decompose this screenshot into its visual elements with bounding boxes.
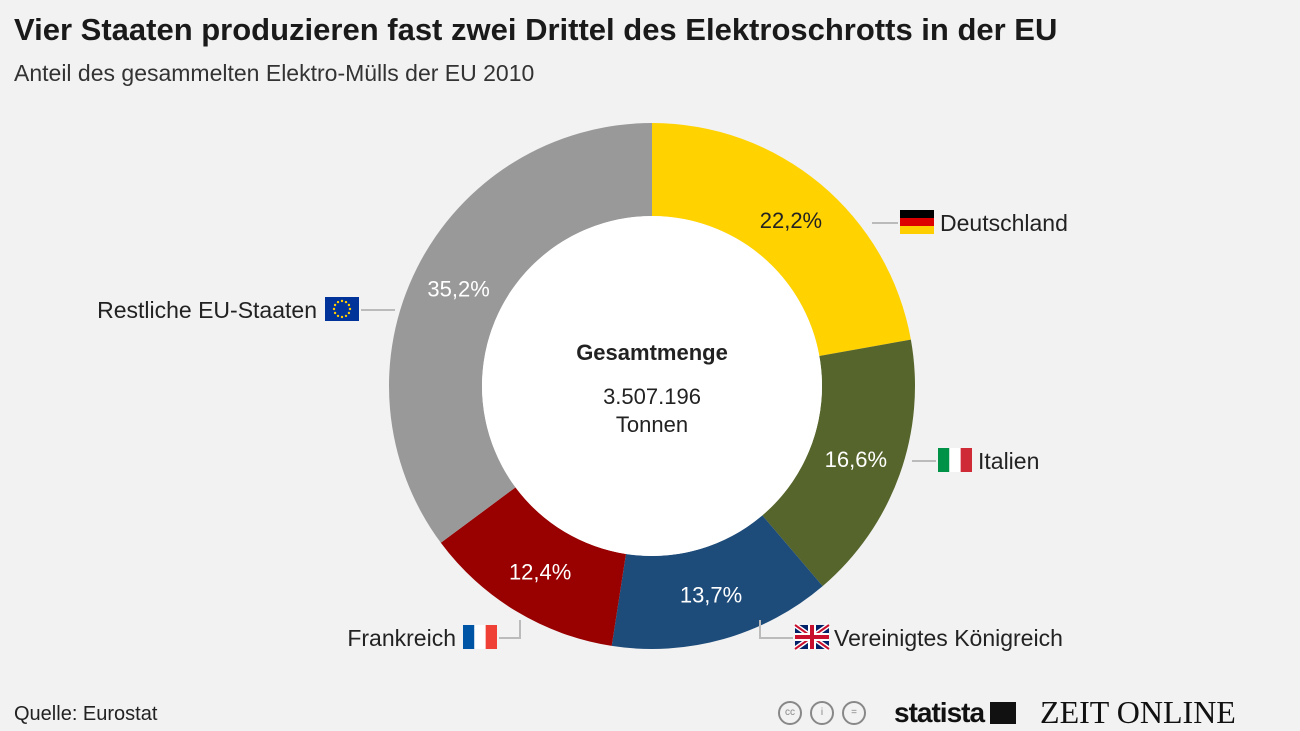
slice-category-label: Deutschland <box>940 210 1068 236</box>
leader-line <box>759 620 793 639</box>
flag-it-icon <box>938 448 972 472</box>
chart-title: Vier Staaten produzieren fast zwei Dritt… <box>14 12 1058 47</box>
slice-de <box>652 123 911 357</box>
slice-it <box>762 339 915 587</box>
slice-value-label: 35,2% <box>427 277 489 302</box>
flag-eu-icon <box>325 297 359 321</box>
statista-logo: statista <box>894 696 985 728</box>
donut-hole <box>482 216 822 556</box>
logos: cc i = statista ZEIT ONLINE <box>778 694 1236 731</box>
cc-by-icon: i <box>810 700 834 725</box>
slice-fr <box>440 487 626 646</box>
center-value: 3.507.196 <box>603 384 701 409</box>
flag-uk-icon <box>793 622 831 652</box>
slice-uk <box>611 515 823 650</box>
slice-category-label: Frankreich <box>347 625 456 651</box>
center-unit: Tonnen <box>616 412 688 437</box>
slice-value-label: 22,2% <box>760 208 822 233</box>
cc-nd-icon: = <box>842 700 866 725</box>
slice-value-label: 12,4% <box>509 559 571 584</box>
cc-icon: cc <box>778 700 802 725</box>
slice-category-label: Italien <box>978 448 1039 474</box>
zeit-online-logo: ZEIT ONLINE <box>1040 694 1236 730</box>
flag-fr-icon <box>463 625 497 649</box>
statista-logo-icon <box>990 701 1017 724</box>
slice-value-label: 13,7% <box>680 582 742 607</box>
chart-subtitle: Anteil des gesammelten Elektro-Mülls der… <box>14 60 535 86</box>
leader-line <box>499 620 521 639</box>
slice-category-label: Restliche EU-Staaten <box>97 297 317 323</box>
source-note: Quelle: Eurostat <box>14 703 158 725</box>
slice-value-label: 16,6% <box>825 447 887 472</box>
flag-de-icon <box>900 210 934 234</box>
slice-eu <box>389 123 652 543</box>
center-heading: Gesamtmenge <box>576 340 728 365</box>
slice-category-label: Vereinigtes Königreich <box>834 625 1063 651</box>
